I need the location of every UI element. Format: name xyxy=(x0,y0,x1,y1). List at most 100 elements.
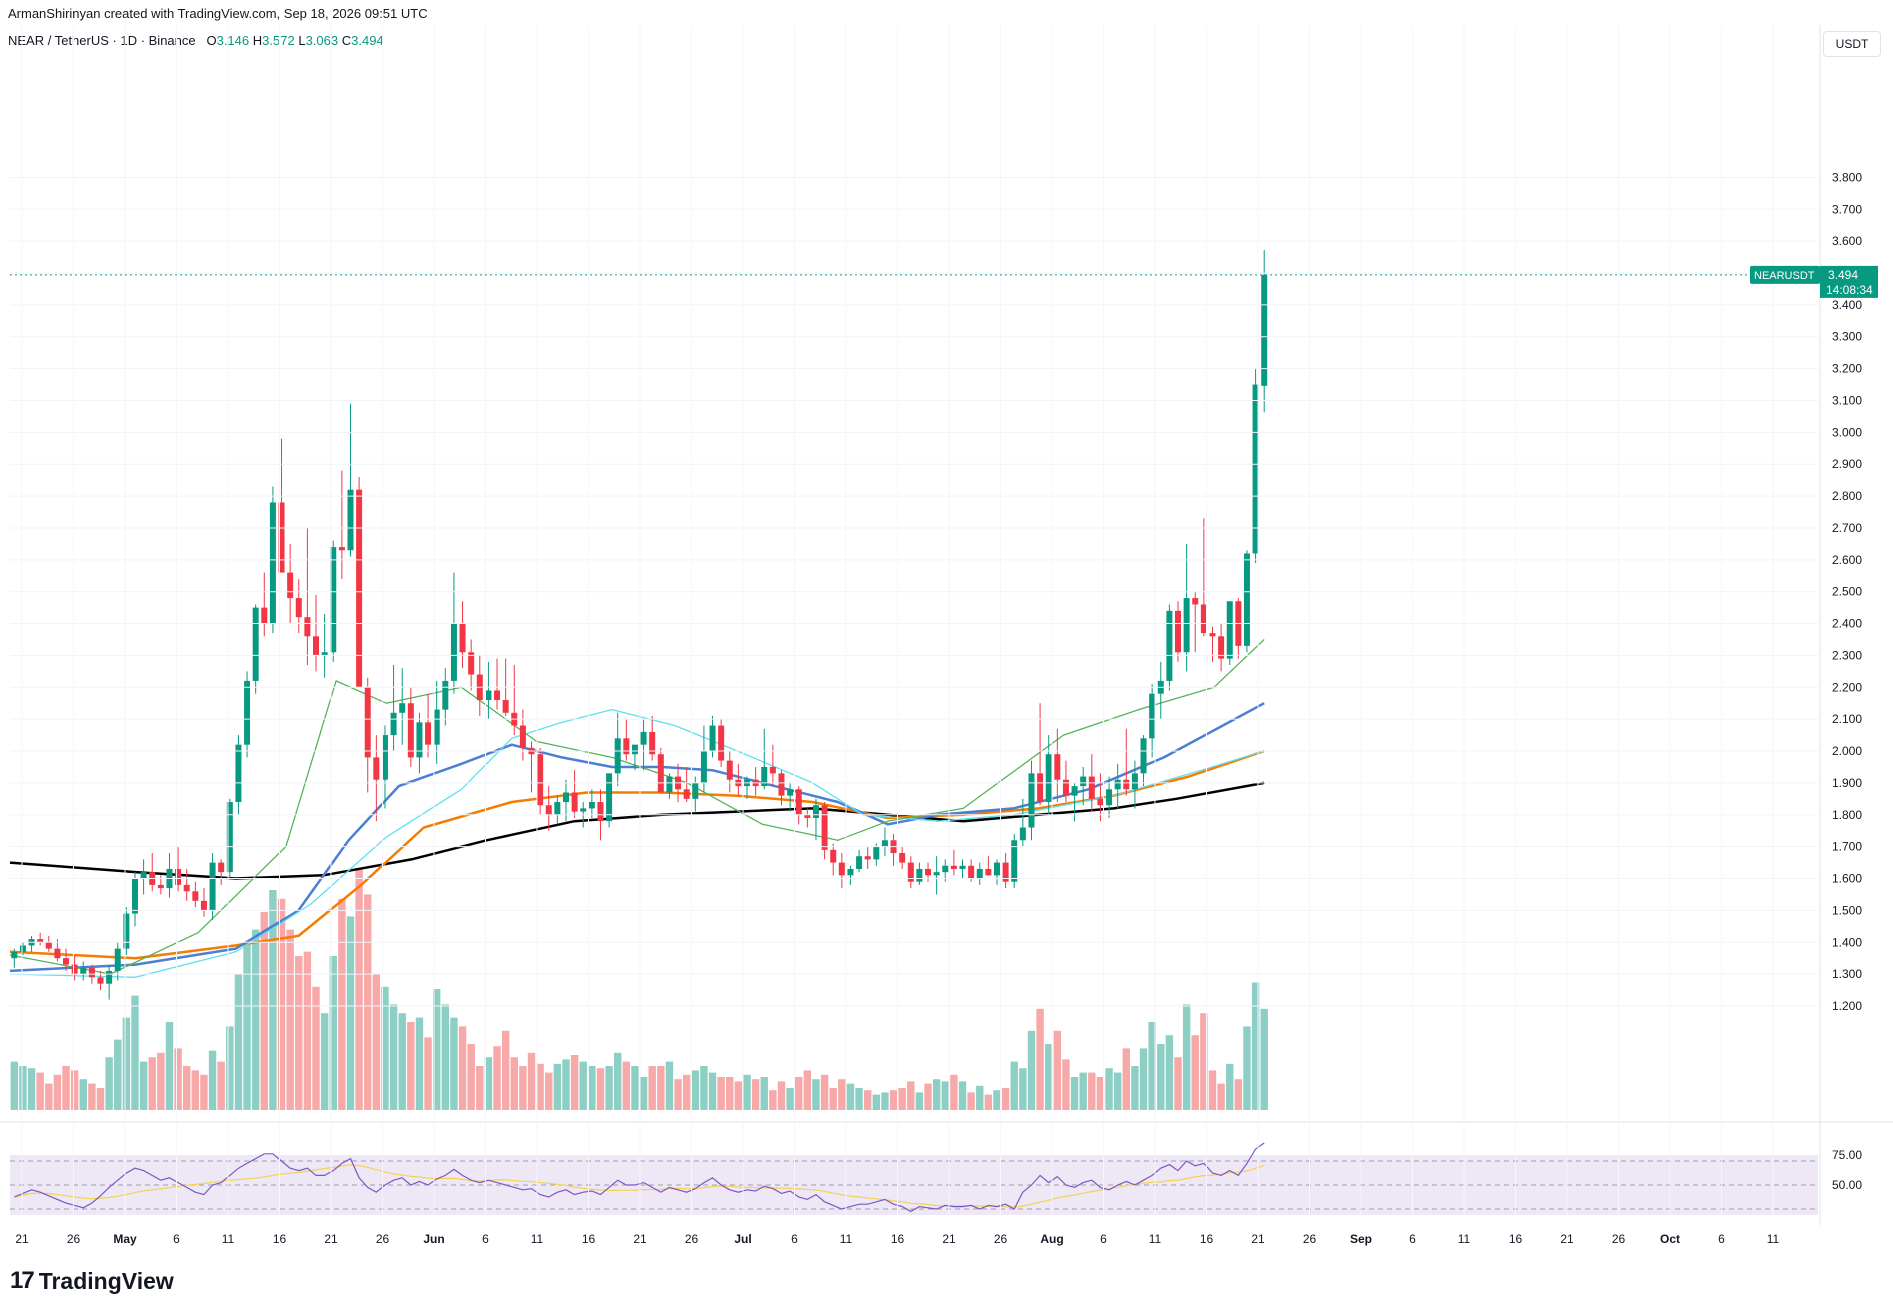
time-axis-tick: 21 xyxy=(633,1232,647,1246)
time-axis-tick: Oct xyxy=(1660,1232,1680,1246)
candle-body xyxy=(959,865,966,869)
candle-body xyxy=(993,862,1000,876)
candle-body xyxy=(976,868,983,879)
time-axis-tick: 6 xyxy=(791,1232,798,1246)
price-axis-tick: 3.800 xyxy=(1832,170,1862,184)
volume-bar xyxy=(803,1070,812,1110)
candle-body xyxy=(468,652,475,675)
volume-bar xyxy=(605,1066,613,1110)
candle-body xyxy=(1200,604,1207,634)
candle-body xyxy=(1011,840,1018,882)
volume-bar xyxy=(777,1081,786,1110)
volume-bar xyxy=(820,1074,829,1110)
volume-bar xyxy=(726,1077,734,1110)
candle-body xyxy=(942,865,949,873)
volume-bar xyxy=(389,1004,398,1110)
price-axis-tick: 3.700 xyxy=(1832,202,1862,216)
candle-body xyxy=(726,760,733,780)
volume-bar xyxy=(596,1068,605,1110)
time-axis-tick: Aug xyxy=(1040,1232,1063,1246)
volume-bar xyxy=(467,1044,475,1110)
candle-body xyxy=(537,754,544,806)
volume-bar xyxy=(45,1083,53,1110)
time-axis-tick: 21 xyxy=(324,1232,338,1246)
volume-bar xyxy=(329,956,337,1110)
candle-body xyxy=(80,967,87,975)
volume-bar xyxy=(372,973,381,1110)
candle-body xyxy=(571,792,578,812)
ohlc-open-value: 3.146 xyxy=(216,33,250,48)
candle-body xyxy=(390,712,397,736)
price-axis-tick: 2.000 xyxy=(1832,744,1862,758)
candle-body xyxy=(494,690,501,701)
price-axis-tick: 2.100 xyxy=(1832,712,1862,726)
candlesticks xyxy=(11,250,1268,1000)
volume-bar xyxy=(795,1077,803,1110)
candle-body xyxy=(873,846,880,860)
price-tag xyxy=(1820,265,1878,298)
last-price-marker: NEARUSDT 3.494 14:08:34 xyxy=(10,265,1878,298)
candle-body xyxy=(545,805,552,815)
volume-bar xyxy=(174,1048,182,1110)
volume-bar xyxy=(1234,1079,1243,1110)
candle-body xyxy=(1183,598,1190,653)
volume-bar xyxy=(863,1090,872,1110)
candle-body xyxy=(1002,862,1009,882)
volume-bar xyxy=(1079,1072,1087,1110)
ohlc-high-label: H xyxy=(252,33,263,48)
candle-body xyxy=(304,617,311,637)
candle-body xyxy=(269,502,276,624)
candle-body xyxy=(1123,779,1130,790)
volume-bar xyxy=(734,1081,743,1110)
candle-body xyxy=(200,900,207,911)
volume-bar xyxy=(260,912,268,1110)
price-axis-tick: 2.600 xyxy=(1832,553,1862,567)
volume-bar xyxy=(122,1017,131,1110)
symbol-name[interactable]: NEAR / TetherUS · 1D · Binance xyxy=(8,33,196,48)
time-axis-tick: Sep xyxy=(1350,1232,1372,1246)
ohlc-close-label: C xyxy=(341,33,352,48)
candle-body xyxy=(761,766,768,787)
volume-bar xyxy=(984,1094,993,1110)
volume-bar xyxy=(932,1079,941,1110)
volume-bar xyxy=(407,1022,415,1110)
volume-bar xyxy=(657,1066,665,1110)
volume-bar xyxy=(786,1088,794,1110)
currency-unit-button[interactable]: USDT xyxy=(1823,31,1881,57)
volume-bar xyxy=(958,1081,967,1110)
volume-bar xyxy=(1105,1068,1113,1110)
moving-average-line xyxy=(9,781,1265,880)
candle-body xyxy=(925,868,932,876)
volume-bar xyxy=(303,951,312,1110)
volume-bar xyxy=(165,1022,174,1110)
candle-body xyxy=(830,849,837,863)
volume-bar xyxy=(88,1083,96,1110)
time-axis-tick: 21 xyxy=(942,1232,956,1246)
time-axis-tick: Jul xyxy=(734,1232,751,1246)
price-axis-tick: 2.400 xyxy=(1832,617,1862,631)
candle-body xyxy=(71,964,78,975)
price-axis-tick: 3.000 xyxy=(1832,425,1862,439)
moving-average-line xyxy=(9,702,1265,973)
candle-body xyxy=(683,789,690,799)
volume-bar xyxy=(277,898,286,1110)
volume-bar xyxy=(200,1074,208,1110)
volume-bar xyxy=(976,1085,984,1110)
volume-bar xyxy=(484,1057,493,1110)
volume-bar xyxy=(27,1068,36,1110)
volume-bar xyxy=(1053,1030,1062,1110)
candle-body xyxy=(1028,773,1035,828)
volume-bars xyxy=(10,868,1268,1110)
candle-body xyxy=(1088,776,1095,799)
candle-body xyxy=(88,967,95,978)
candle-body xyxy=(649,731,656,755)
volume-bar xyxy=(1010,1061,1018,1110)
ohlc-high-value: 3.572 xyxy=(262,33,295,48)
volume-bar xyxy=(131,995,139,1110)
time-axis-tick: Jun xyxy=(423,1232,444,1246)
candle-body xyxy=(795,789,802,815)
candle-body xyxy=(950,865,957,869)
tradingview-logo[interactable]: 17 TradingView xyxy=(10,1267,174,1295)
volume-bar xyxy=(1062,1059,1070,1110)
